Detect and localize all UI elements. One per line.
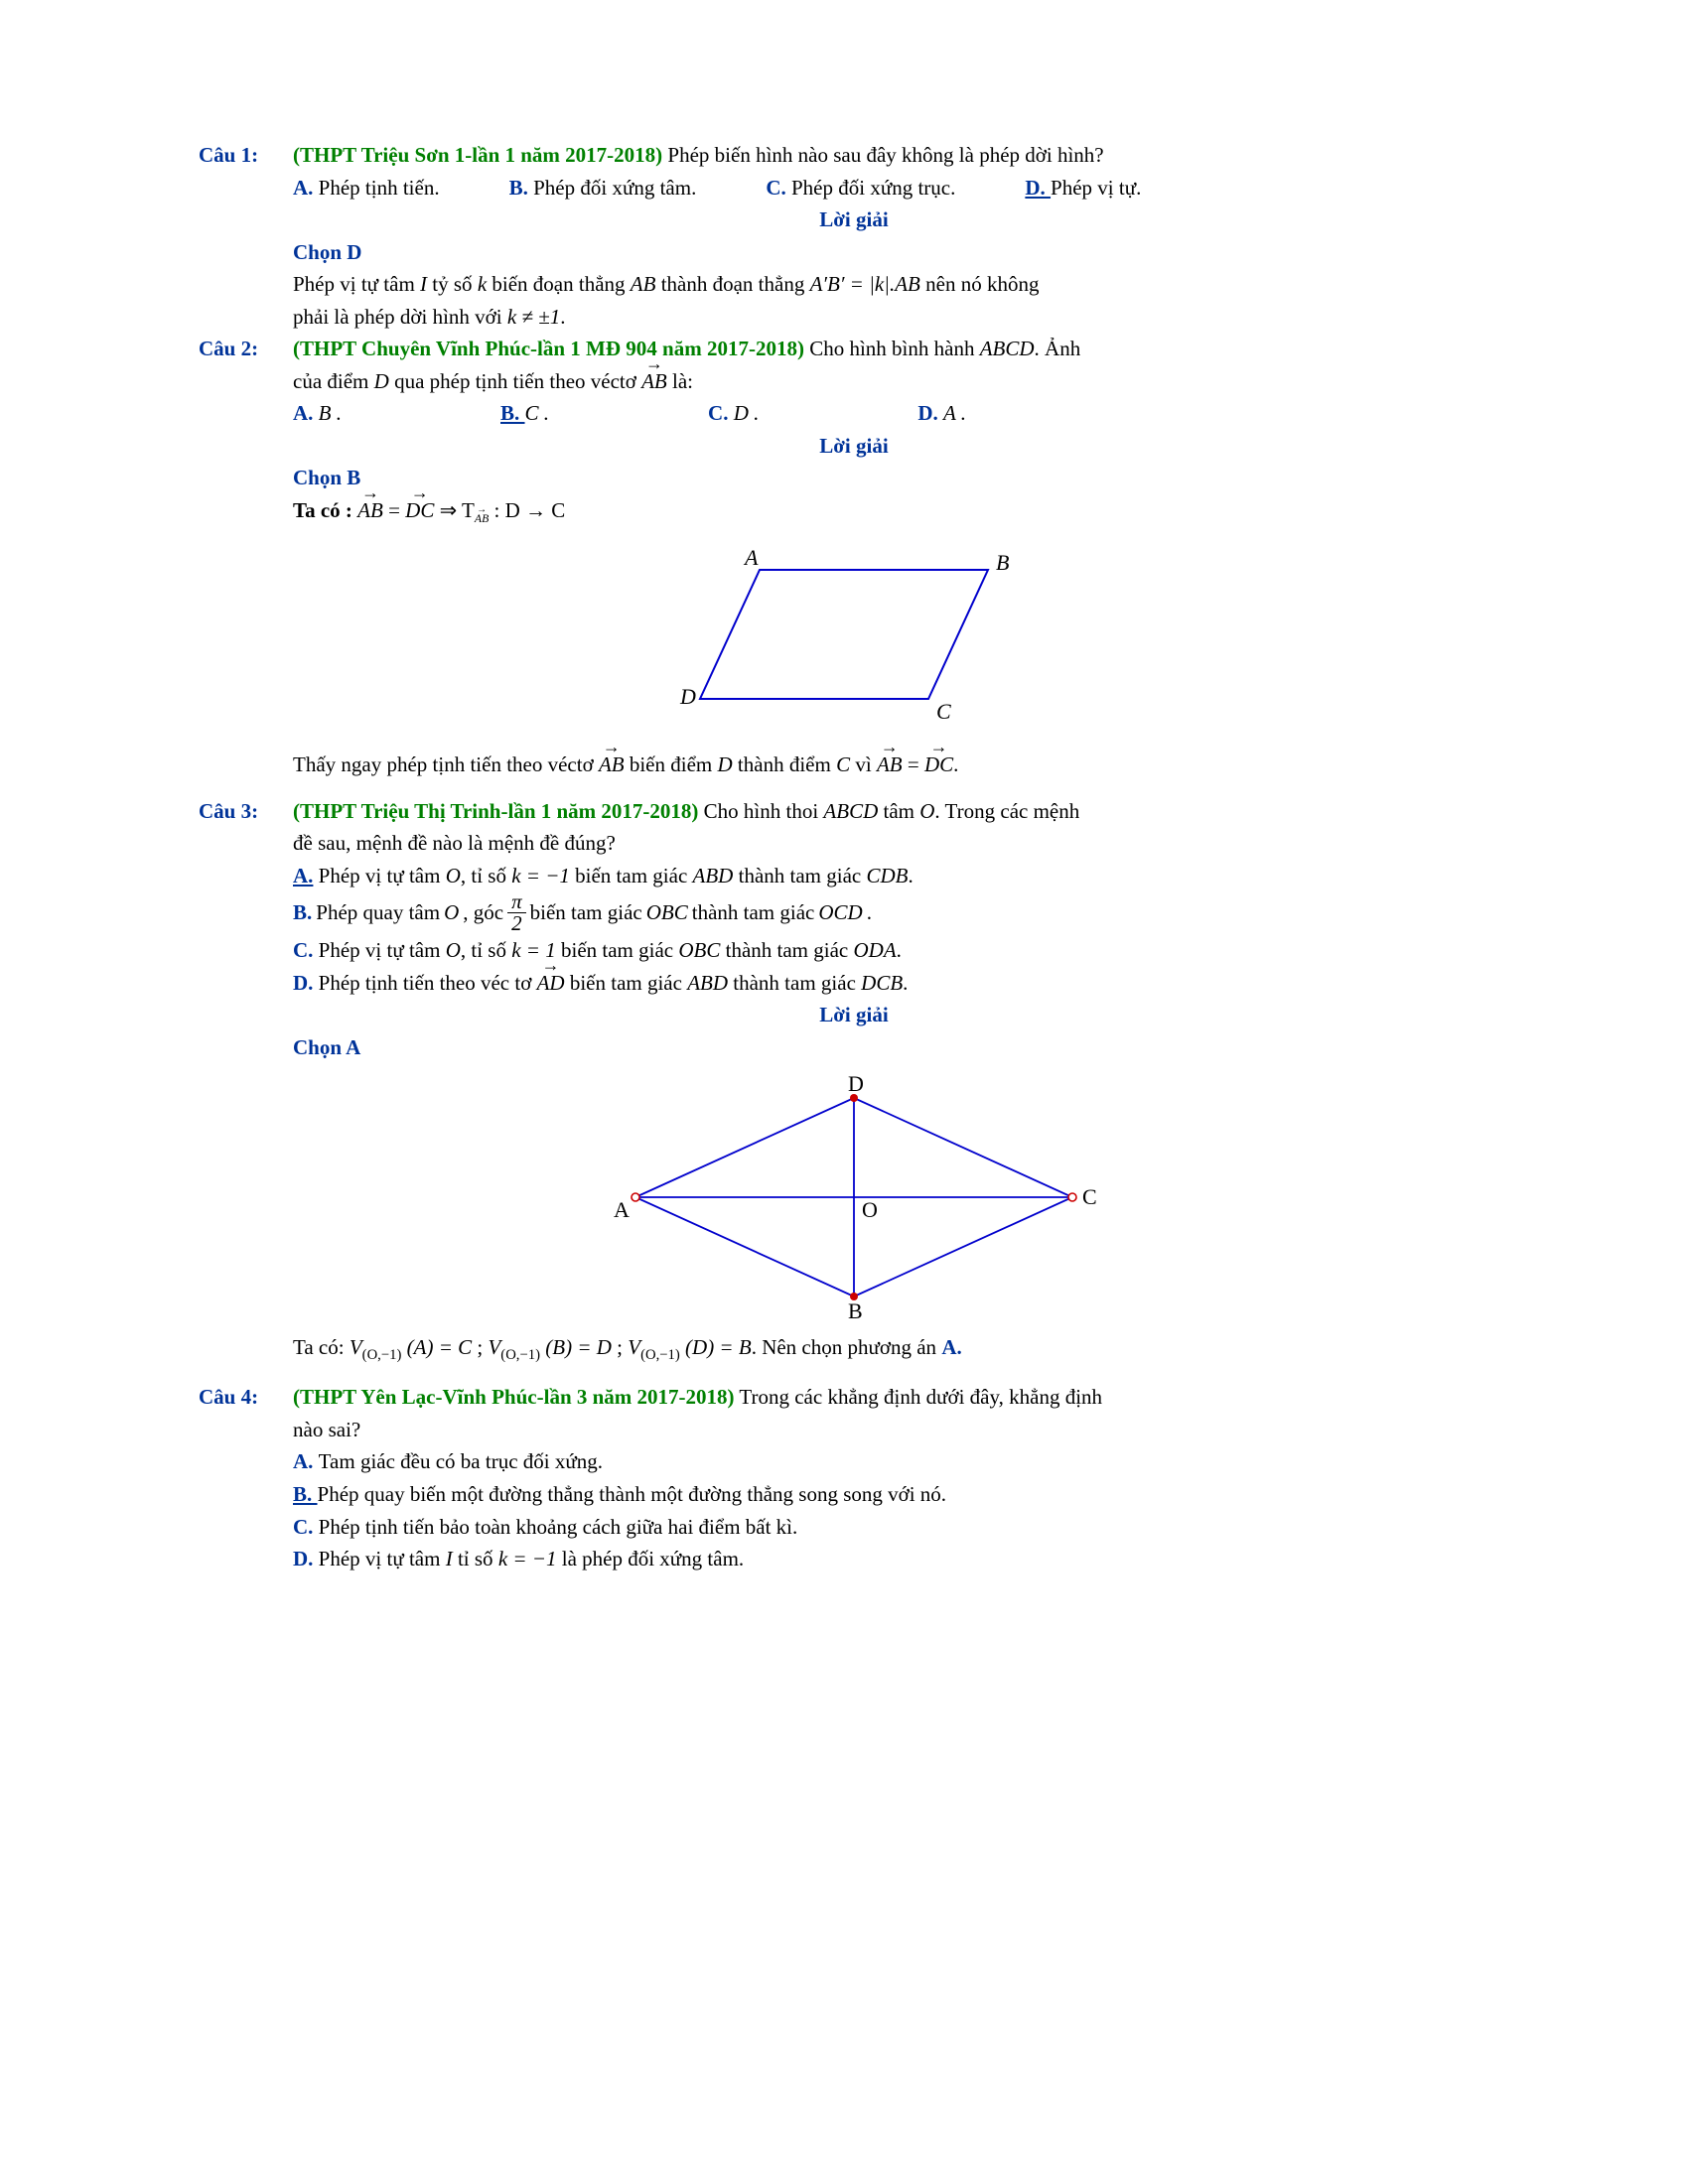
q3-label: Câu 3: [199,795,293,828]
q2-source: (THPT Chuyên Vĩnh Phúc-lần 1 MĐ 904 năm … [293,337,804,360]
q1-text: Phép biến hình nào sau đây không là phép… [667,143,1103,167]
q2-diag-B: B [996,550,1009,575]
q2-diag-D: D [679,684,696,709]
q2-line1: (THPT Chuyên Vĩnh Phúc-lần 1 MĐ 904 năm … [293,333,1509,365]
q4-optB: B. Phép quay biến một đường thẳng thành … [199,1478,1509,1511]
svg-text:O: O [862,1197,878,1222]
q2-optC: C. D . [708,397,759,430]
q4-optC: C. Phép tịnh tiến bảo toàn khoảng cách g… [199,1511,1509,1544]
q3-optC: C. Phép vị tự tâm O, tỉ số k = 1 biến ta… [199,934,1509,967]
q1-chon: Chọn D [199,236,1509,269]
q1-optB: B. Phép đối xứng tâm. [509,172,697,205]
q2-loigiai: Lời giải [199,430,1509,463]
q2-header: Câu 2: (THPT Chuyên Vĩnh Phúc-lần 1 MĐ 9… [199,333,1509,365]
q4-line1: (THPT Yên Lạc-Vĩnh Phúc-lần 3 năm 2017-2… [293,1381,1509,1414]
q4-optA: A. Tam giác đều có ba trục đối xứng. [199,1445,1509,1478]
q2-options: A. B . B. C . C. D . D. A . [199,397,1509,430]
q4-optD: D. Phép vị tự tâm I tỉ số k = −1 là phép… [199,1543,1509,1575]
svg-text:A: A [614,1197,630,1222]
q1-options: A. Phép tịnh tiến. B. Phép đối xứng tâm.… [199,172,1509,205]
svg-text:D: D [848,1073,864,1096]
q3-header: Câu 3: (THPT Triệu Thị Trinh-lần 1 năm 2… [199,795,1509,828]
q3-chon: Chọn A [199,1031,1509,1064]
svg-text:B: B [848,1298,863,1321]
q3-line1: (THPT Triệu Thị Trinh-lần 1 năm 2017-201… [293,795,1509,828]
q2-diagram: A B C D [199,540,1509,739]
q3-source: (THPT Triệu Thị Trinh-lần 1 năm 2017-201… [293,799,698,823]
q2-after: Thấy ngay phép tịnh tiến theo véctơ AB b… [199,749,1509,781]
q2-line2: của điểm D qua phép tịnh tiến theo véctơ… [199,365,1509,398]
q1-optD: D. Phép vị tự. [1025,172,1141,205]
q3-taco: Ta có: V(O,−1) (A) = C ; V(O,−1) (B) = D… [199,1331,1509,1367]
q1-exp1: Phép vị tự tâm I tỷ số k biến đoạn thẳng… [199,268,1509,301]
q4-source: (THPT Yên Lạc-Vĩnh Phúc-lần 3 năm 2017-2… [293,1385,735,1409]
q3-loigiai: Lời giải [199,999,1509,1031]
q3-optA: A. Phép vị tự tâm O, tỉ số k = −1 biến t… [199,860,1509,892]
q2-taco: Ta có : AB = DC ⇒ TAB : D → C [199,494,1509,530]
q2-diag-C: C [936,699,951,724]
q1-exp2: phải là phép dời hình với k ≠ ±1. [199,301,1509,334]
q1-optC: C. Phép đối xứng trục. [766,172,955,205]
q1-loigiai: Lời giải [199,204,1509,236]
q3-line2: đề sau, mệnh đề nào là mệnh đề đúng? [199,827,1509,860]
q4-line2: nào sai? [199,1414,1509,1446]
page: Câu 1: (THPT Triệu Sơn 1-lần 1 năm 2017-… [0,0,1688,2184]
q2-diag-A: A [743,545,759,570]
q2-optB: B. C . [500,397,549,430]
q2-optA: A. B . [293,397,342,430]
q3-optD: D. Phép tịnh tiến theo véc tơ AD biến ta… [199,967,1509,1000]
q1-optA: A. Phép tịnh tiến. [293,172,440,205]
q2-label: Câu 2: [199,333,293,365]
q4-header: Câu 4: (THPT Yên Lạc-Vĩnh Phúc-lần 3 năm… [199,1381,1509,1414]
q1-label: Câu 1: [199,139,293,172]
q1-source: (THPT Triệu Sơn 1-lần 1 năm 2017-2018) [293,143,662,167]
q4-label: Câu 4: [199,1381,293,1414]
q1-line1: (THPT Triệu Sơn 1-lần 1 năm 2017-2018) P… [293,139,1509,172]
q3-optB: B. Phép quay tâm O, góc π 2 biến tam giá… [199,891,1509,934]
q2-optD: D. A . [917,397,966,430]
q2-chon: Chọn B [199,462,1509,494]
q3-diagram: D B A C O [199,1073,1509,1321]
q1-header: Câu 1: (THPT Triệu Sơn 1-lần 1 năm 2017-… [199,139,1509,172]
svg-text:C: C [1082,1184,1097,1209]
